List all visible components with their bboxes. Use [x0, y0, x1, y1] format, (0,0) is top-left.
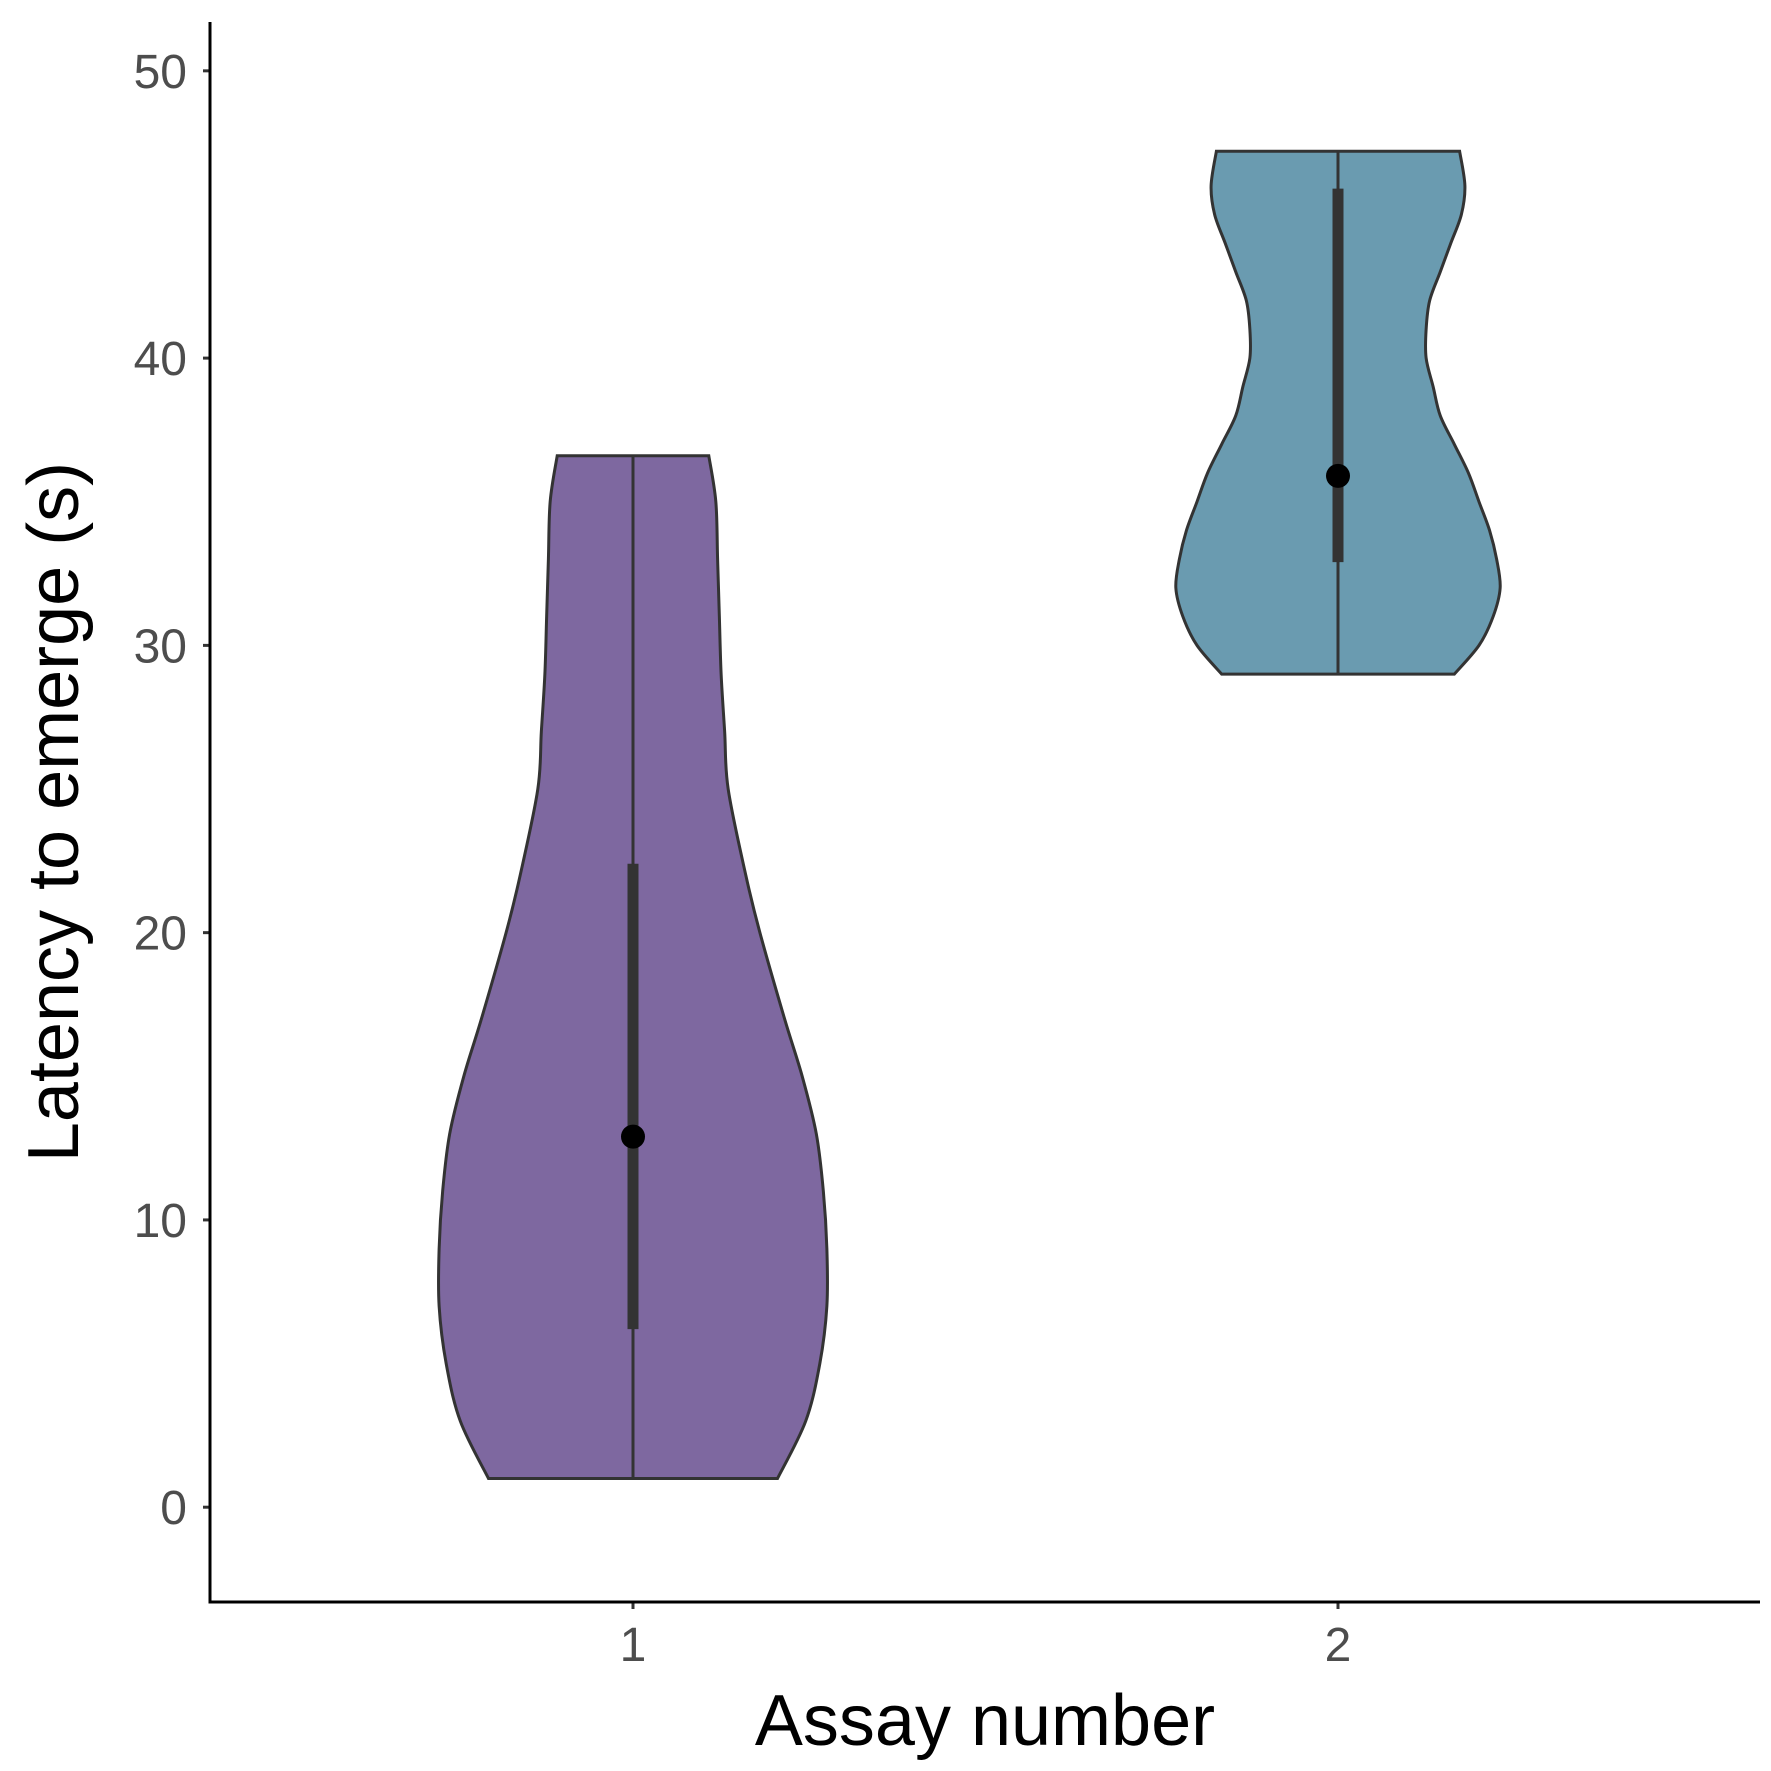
x-tick-label: 2 [1325, 1619, 1352, 1672]
y-axis-title: Latency to emerge (s) [14, 462, 94, 1162]
x-tick-label: 1 [620, 1619, 647, 1672]
x-axis-title: Assay number [755, 1681, 1215, 1761]
violin-median-point [621, 1124, 645, 1149]
y-axis-ticks: 0 10 20 30 40 50 [134, 46, 210, 1535]
y-tick-label: 0 [160, 1482, 187, 1535]
y-tick-label: 30 [134, 620, 187, 673]
violin-median-point [1326, 463, 1350, 488]
y-tick-label: 10 [134, 1195, 187, 1248]
y-tick-label: 50 [134, 46, 187, 99]
y-tick-label: 40 [134, 333, 187, 386]
violins-layer [436, 149, 1502, 1480]
y-tick-label: 20 [134, 908, 187, 961]
